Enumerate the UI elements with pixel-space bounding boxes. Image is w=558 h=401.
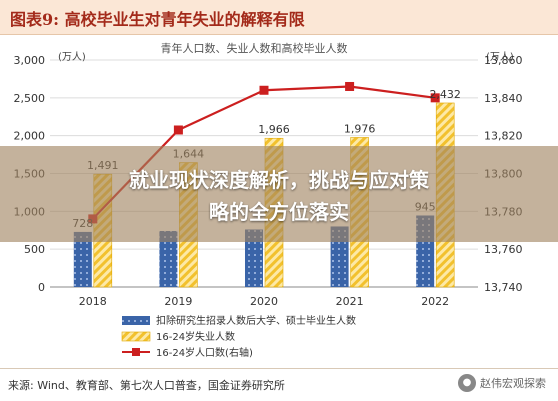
line-marker <box>259 85 269 95</box>
title-bar: 图表9: 高校毕业生对青年失业的解释有限 <box>0 0 558 35</box>
x-tick-label: 2021 <box>336 295 364 308</box>
bar-graduates <box>245 229 263 287</box>
left-tick-label: 500 <box>24 243 45 256</box>
x-tick-label: 2019 <box>164 295 192 308</box>
figure-title: 图表9: 高校毕业生对青年失业的解释有限 <box>10 10 305 29</box>
bar-graduates <box>73 231 92 287</box>
watermark-text: 赵伟宏观探索 <box>480 377 546 390</box>
x-tick-label: 2018 <box>79 295 107 308</box>
legend-label-population: 16-24岁人口数(右轴) <box>156 346 253 359</box>
left-axis-unit: (万人) <box>58 51 86 63</box>
legend: 扣除研究生招录人数后大学、硕士毕业生人数 16-24岁失业人数 16-24岁人口数(… <box>121 314 356 359</box>
right-tick-label: 13,740 <box>484 281 523 294</box>
banner-text: 就业现状深度解析，挑战与应对策 略的全方位落实 <box>24 164 534 228</box>
line-marker <box>173 125 183 135</box>
legend-swatch-graduates <box>122 316 150 325</box>
watermark: ● 赵伟宏观探索 <box>458 374 546 392</box>
data-label-unemployed: 1,966 <box>258 123 290 136</box>
left-tick-label: 3,000 <box>14 54 46 67</box>
line-marker <box>345 81 355 91</box>
legend-label-graduates: 扣除研究生招录人数后大学、硕士毕业生人数 <box>156 314 356 327</box>
data-label-unemployed: 1,976 <box>344 122 376 135</box>
right-tick-label: 13,820 <box>484 130 523 143</box>
left-tick-label: 2,000 <box>14 130 46 143</box>
legend-swatch-unemployed <box>121 331 151 342</box>
banner-line-2: 略的全方位落实 <box>209 200 349 224</box>
source-text: 来源: Wind、教育部、第七次人口普查，国金证券研究所 <box>8 379 285 392</box>
source-bar: 来源: Wind、教育部、第七次人口普查，国金证券研究所 ● 赵伟宏观探索 <box>0 368 558 401</box>
wechat-icon: ● <box>458 374 476 392</box>
legend-marker-population <box>132 348 140 356</box>
left-tick-label: 0 <box>38 281 45 294</box>
data-label-unemployed: 2,432 <box>429 88 461 101</box>
banner-line-1: 就业现状深度解析，挑战与应对策 <box>129 168 429 192</box>
legend-label-unemployed: 16-24岁失业人数 <box>156 330 235 343</box>
x-tick-label: 2022 <box>421 295 449 308</box>
chart-subtitle: 青年人口数、失业人数和高校毕业人数 <box>161 41 348 55</box>
right-tick-label: 13,760 <box>484 243 523 256</box>
left-tick-label: 2,500 <box>14 92 46 105</box>
bar-graduates <box>159 231 178 287</box>
right-axis-unit: (万人) <box>486 51 514 63</box>
overlay-banner: 就业现状深度解析，挑战与应对策 略的全方位落实 <box>0 146 558 242</box>
right-tick-label: 13,840 <box>484 92 523 105</box>
right-tick-label: 13,860 <box>484 54 523 67</box>
line-marker <box>430 93 440 103</box>
x-tick-label: 2020 <box>250 295 278 308</box>
